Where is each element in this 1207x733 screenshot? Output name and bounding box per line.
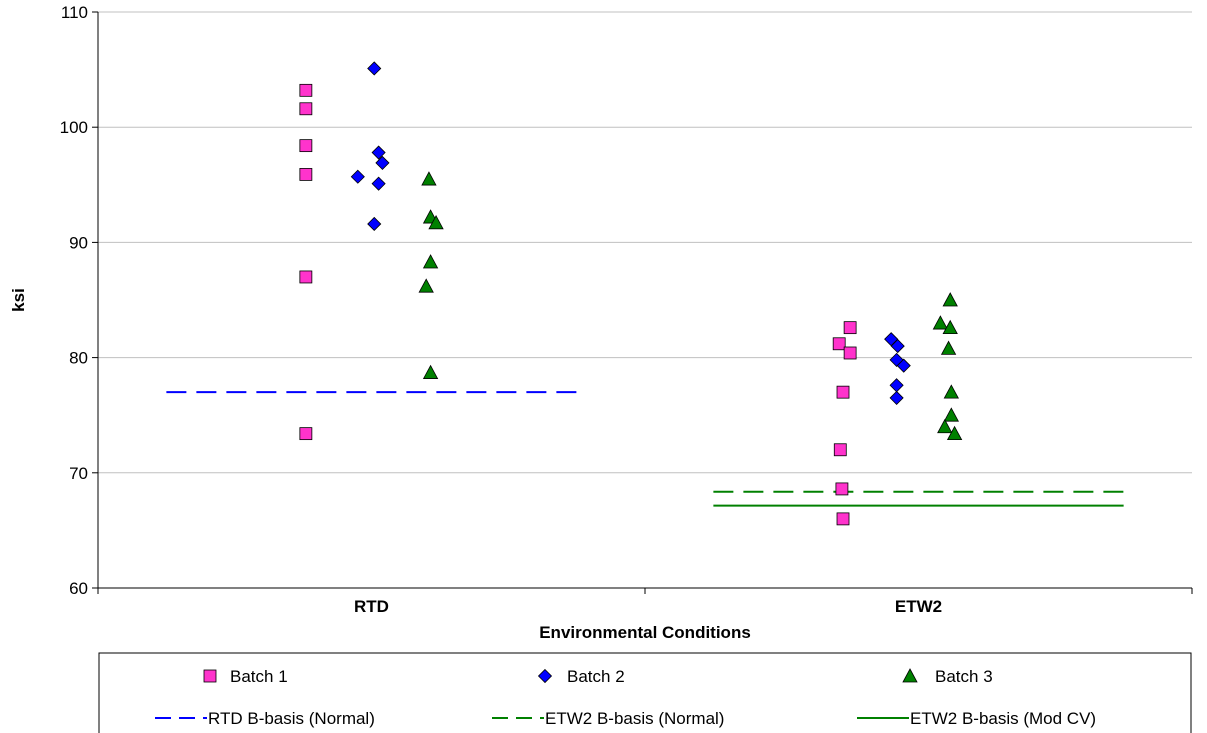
- gridlines: [92, 11, 1192, 589]
- data-point: [943, 407, 959, 422]
- data-point: [299, 102, 313, 116]
- axes: [97, 12, 1193, 594]
- x-category-label: ETW2: [895, 597, 942, 616]
- data-point: [428, 214, 444, 230]
- data-point: [833, 443, 847, 457]
- data-point: [943, 384, 959, 399]
- x-category-label: RTD: [354, 597, 389, 616]
- data-point: [371, 145, 386, 160]
- y-tick-labels: 60 70 80 90 100 110: [60, 3, 88, 598]
- legend-label: Batch 2: [567, 667, 625, 686]
- x-axis-title: Environmental Conditions: [539, 623, 751, 642]
- legend-marker: [203, 669, 217, 683]
- legend-marker: [537, 668, 553, 684]
- y-axis-title: ksi: [9, 288, 28, 312]
- legend: Batch 1 Batch 2 Batch 3 RTD B-basis (Normal…: [98, 652, 1192, 733]
- data-point: [835, 482, 849, 496]
- data-point: [422, 364, 439, 379]
- y-tick-label: 80: [69, 349, 88, 368]
- data-point: [932, 315, 949, 330]
- data-point: [836, 385, 850, 399]
- data-point: [422, 254, 439, 269]
- data-point: [890, 339, 905, 354]
- data-point: [299, 83, 313, 97]
- data-point: [937, 418, 953, 434]
- y-tick-label: 90: [69, 233, 88, 252]
- data-point: [350, 169, 365, 184]
- legend-label: ETW2 B-basis (Mod CV): [910, 709, 1096, 728]
- data-points: [299, 61, 963, 526]
- data-point: [367, 216, 382, 232]
- data-point: [299, 168, 313, 181]
- data-point: [418, 278, 434, 293]
- legend-label: Batch 1: [230, 667, 288, 686]
- data-point: [896, 358, 911, 373]
- data-point: [889, 390, 904, 405]
- data-point: [942, 319, 958, 335]
- data-point: [946, 425, 963, 441]
- data-point: [367, 61, 382, 76]
- data-point: [299, 427, 313, 441]
- y-tick-label: 110: [61, 3, 88, 22]
- data-point: [843, 321, 857, 335]
- data-point: [843, 346, 857, 360]
- data-point: [375, 155, 390, 170]
- reference-lines: [166, 391, 1124, 507]
- legend-marker: [902, 668, 918, 683]
- data-point: [889, 378, 904, 393]
- data-point: [299, 139, 313, 153]
- data-point: [942, 292, 958, 307]
- data-point: [299, 270, 313, 284]
- y-tick-label: 60: [69, 579, 88, 598]
- data-point: [836, 512, 850, 526]
- legend-label: Batch 3: [935, 667, 993, 686]
- legend-label: ETW2 B-basis (Normal): [545, 709, 724, 728]
- y-tick-label: 70: [69, 464, 88, 483]
- data-point: [421, 171, 437, 186]
- legend-box: [98, 652, 1192, 733]
- data-point: [940, 340, 957, 355]
- y-tick-label: 100: [60, 118, 88, 137]
- x-category-labels: RTD ETW2: [354, 597, 942, 616]
- data-point: [371, 176, 386, 191]
- data-point: [832, 337, 846, 351]
- legend-label: RTD B-basis (Normal): [208, 709, 375, 728]
